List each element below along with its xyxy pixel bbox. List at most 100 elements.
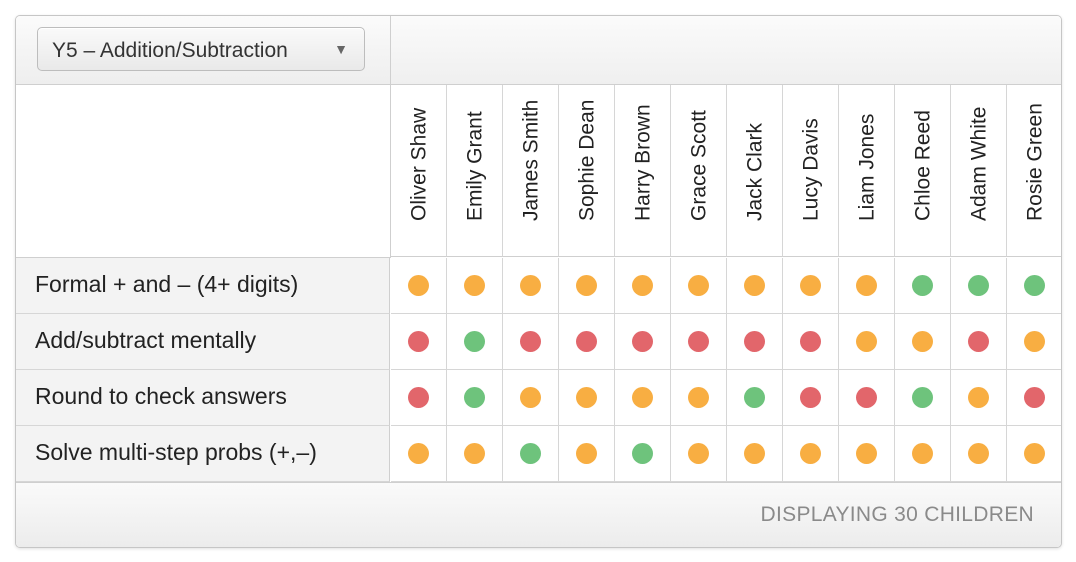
assessment-cell[interactable] — [895, 314, 951, 370]
assessment-cell[interactable] — [615, 258, 671, 314]
child-column-header[interactable]: Oliver Shaw — [391, 85, 447, 257]
assessment-cell[interactable] — [671, 314, 727, 370]
objective-row-label[interactable]: Add/subtract mentally — [16, 314, 390, 370]
red-status-dot — [576, 331, 597, 352]
objective-set-dropdown[interactable]: Y5 – Addition/Subtraction ▼ — [37, 27, 365, 71]
assessment-cell[interactable] — [839, 426, 895, 482]
assessment-grid-panel: Y5 – Addition/Subtraction ▼ Oliver Shaw E… — [15, 15, 1062, 548]
child-column-header[interactable]: Sophie Dean — [559, 85, 615, 257]
assessment-cell[interactable] — [671, 426, 727, 482]
objective-row-label[interactable]: Round to check answers — [16, 370, 390, 426]
assessment-cell[interactable] — [783, 370, 839, 426]
assessment-cell[interactable] — [839, 258, 895, 314]
orange-status-dot — [968, 443, 989, 464]
child-column-header[interactable]: Harry Brown — [615, 85, 671, 257]
assessment-cell[interactable] — [895, 370, 951, 426]
assessment-cell[interactable] — [559, 258, 615, 314]
orange-status-dot — [632, 275, 653, 296]
orange-status-dot — [464, 443, 485, 464]
red-status-dot — [688, 331, 709, 352]
green-status-dot — [464, 387, 485, 408]
orange-status-dot — [520, 275, 541, 296]
assessment-cell[interactable] — [447, 314, 503, 370]
child-column-header[interactable]: Liam Jones — [839, 85, 895, 257]
assessment-cell[interactable] — [783, 426, 839, 482]
child-name: Liam Jones — [855, 113, 879, 221]
child-name: Adam White — [967, 106, 991, 221]
orange-status-dot — [800, 443, 821, 464]
green-status-dot — [1024, 275, 1045, 296]
assessment-cell[interactable] — [671, 258, 727, 314]
assessment-cell[interactable] — [839, 314, 895, 370]
assessment-cell[interactable] — [391, 370, 447, 426]
assessment-cell[interactable] — [391, 258, 447, 314]
orange-status-dot — [576, 443, 597, 464]
assessment-cell[interactable] — [447, 426, 503, 482]
child-column-header[interactable]: Lucy Davis — [783, 85, 839, 257]
assessment-cell[interactable] — [1007, 314, 1061, 370]
assessment-cell[interactable] — [503, 426, 559, 482]
chevron-down-icon: ▼ — [334, 41, 348, 57]
orange-status-dot — [856, 331, 877, 352]
assessment-cell[interactable] — [503, 314, 559, 370]
child-column-header[interactable]: Adam White — [951, 85, 1007, 257]
orange-status-dot — [912, 331, 933, 352]
objective-label: Round to check answers — [35, 383, 287, 409]
child-column-header[interactable]: Rosie Green — [1007, 85, 1061, 257]
children-count-text: DISPLAYING 30 CHILDREN — [760, 503, 1034, 526]
assessment-cell[interactable] — [895, 258, 951, 314]
assessment-cell[interactable] — [615, 370, 671, 426]
assessment-cell[interactable] — [559, 426, 615, 482]
assessment-cell[interactable] — [895, 426, 951, 482]
assessment-cell[interactable] — [671, 370, 727, 426]
orange-status-dot — [1024, 331, 1045, 352]
assessment-cell[interactable] — [447, 258, 503, 314]
child-column-header[interactable]: Jack Clark — [727, 85, 783, 257]
orange-status-dot — [632, 387, 653, 408]
orange-status-dot — [1024, 443, 1045, 464]
assessment-cell[interactable] — [559, 370, 615, 426]
objective-row-label[interactable]: Solve multi-step probs (+,–) — [16, 426, 390, 482]
assessment-cell[interactable] — [951, 426, 1007, 482]
orange-status-dot — [968, 387, 989, 408]
red-status-dot — [968, 331, 989, 352]
assessment-cell[interactable] — [1007, 426, 1061, 482]
assessment-cell[interactable] — [951, 258, 1007, 314]
assessment-cell[interactable] — [391, 314, 447, 370]
assessment-cell[interactable] — [503, 258, 559, 314]
assessment-cell[interactable] — [783, 258, 839, 314]
child-column-header[interactable]: Chloe Reed — [895, 85, 951, 257]
orange-status-dot — [688, 443, 709, 464]
assessment-cell[interactable] — [951, 314, 1007, 370]
assessment-cell[interactable] — [727, 370, 783, 426]
assessment-cell[interactable] — [503, 370, 559, 426]
orange-status-dot — [464, 275, 485, 296]
assessment-cell[interactable] — [839, 370, 895, 426]
objective-row-label[interactable]: Formal + and – (4+ digits) — [16, 258, 390, 314]
red-status-dot — [800, 331, 821, 352]
child-column-header[interactable]: Emily Grant — [447, 85, 503, 257]
assessment-cell[interactable] — [1007, 258, 1061, 314]
assessment-cell[interactable] — [783, 314, 839, 370]
child-column-header[interactable]: Grace Scott — [671, 85, 727, 257]
assessment-cell[interactable] — [727, 426, 783, 482]
dropdown-label: Y5 – Addition/Subtraction — [52, 39, 288, 62]
assessment-cell[interactable] — [727, 258, 783, 314]
orange-status-dot — [576, 275, 597, 296]
assessment-cell[interactable] — [1007, 370, 1061, 426]
assessment-cell[interactable] — [559, 314, 615, 370]
orange-status-dot — [912, 443, 933, 464]
green-status-dot — [912, 387, 933, 408]
child-column-header[interactable]: James Smith — [503, 85, 559, 257]
assessment-cell[interactable] — [391, 426, 447, 482]
assessment-cell[interactable] — [447, 370, 503, 426]
grid-footer: DISPLAYING 30 CHILDREN — [16, 482, 1061, 547]
child-name: Sophie Dean — [575, 99, 599, 221]
child-name: Grace Scott — [687, 110, 711, 221]
assessment-cell[interactable] — [727, 314, 783, 370]
assessment-cell[interactable] — [615, 426, 671, 482]
objective-label: Solve multi-step probs (+,–) — [35, 439, 317, 465]
assessment-cell[interactable] — [951, 370, 1007, 426]
assessment-cell[interactable] — [615, 314, 671, 370]
child-name: Lucy Davis — [799, 118, 823, 221]
